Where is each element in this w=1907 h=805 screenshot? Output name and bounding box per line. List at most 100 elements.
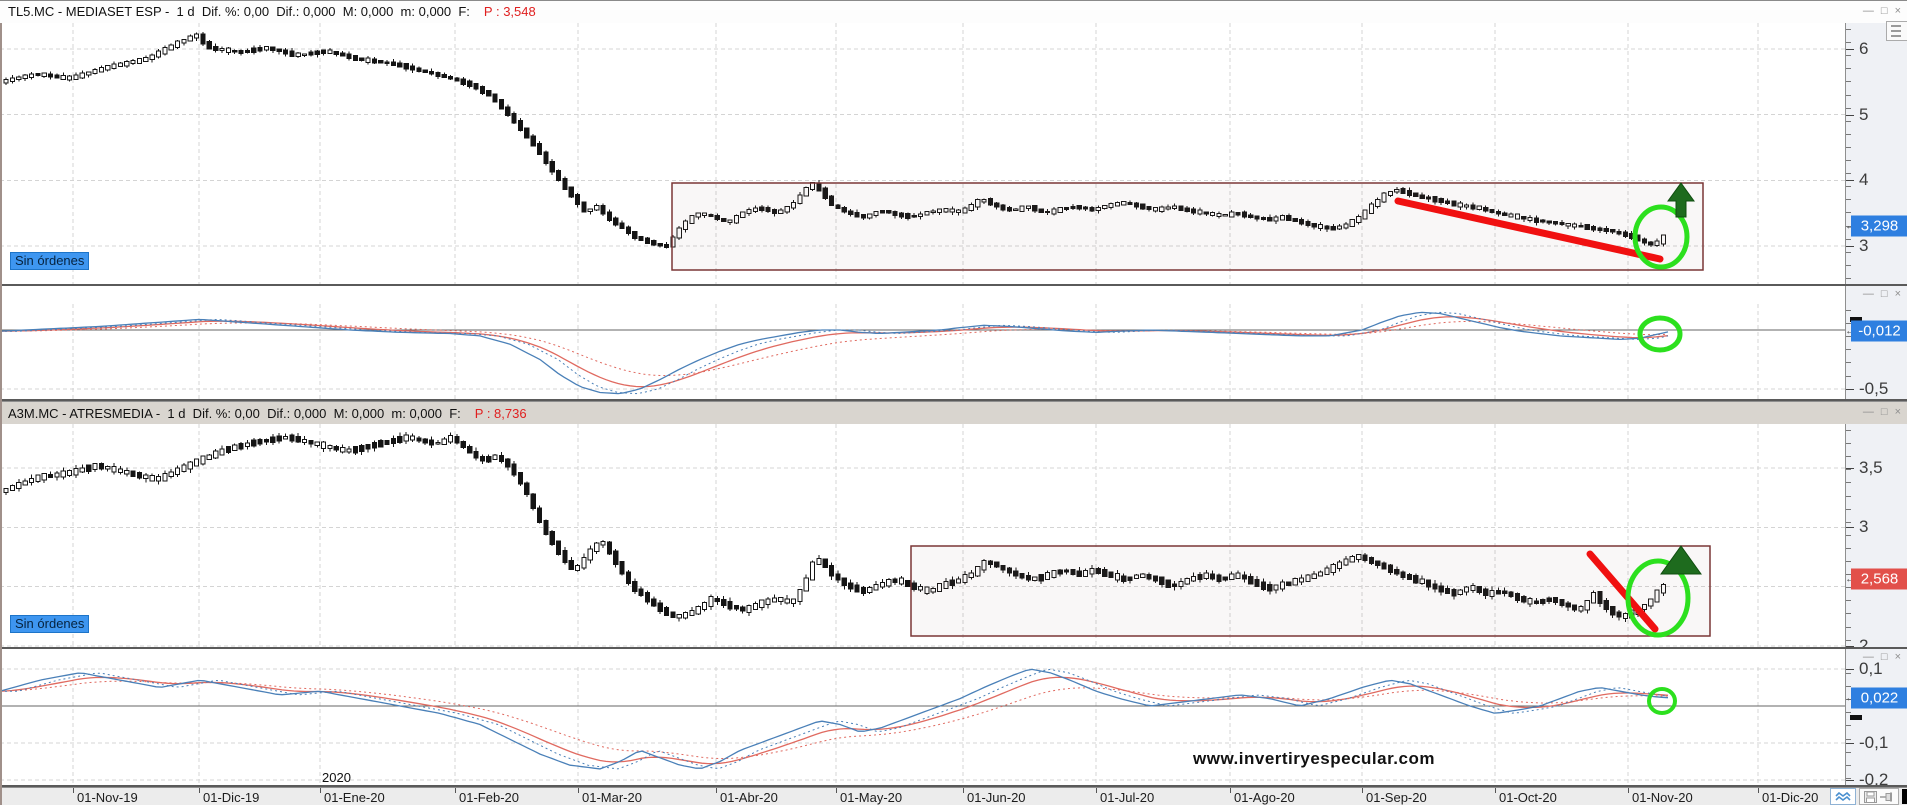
- window-left-edge: [0, 23, 2, 805]
- time-axis-tick: [199, 788, 200, 793]
- close-icon[interactable]: ×: [1894, 288, 1901, 300]
- macd-a3m-chart[interactable]: [0, 667, 1845, 785]
- scale-label: 0,1: [1859, 659, 1883, 678]
- scale-minor-tick: [1846, 94, 1851, 96]
- scale-minor-tick: [1846, 160, 1851, 161]
- time-axis-tick: [73, 788, 74, 793]
- price-arrow-icon: ←: [1845, 220, 1856, 232]
- scale-minor-tick: [1846, 574, 1851, 576]
- scale-major-tick: [1846, 389, 1854, 390]
- scale-label: 3: [1859, 517, 1869, 537]
- time-axis-label: 01-Jun-20: [967, 790, 1026, 805]
- scale-minor-tick: [1846, 777, 1851, 779]
- time-axis-label: 01-May-20: [840, 790, 903, 805]
- minimize-icon[interactable]: ―: [1862, 651, 1874, 663]
- macd-tl5-chart[interactable]: [0, 304, 1845, 399]
- scale-minor-tick: [1846, 199, 1851, 201]
- close-icon[interactable]: ×: [1894, 651, 1901, 663]
- macd-tl5-scale[interactable]: -0,5 ←-0,012: [1845, 286, 1907, 399]
- macd-tl5-window-controls: ― □ ×: [1863, 289, 1901, 301]
- scale-major-tick: [1846, 646, 1854, 647]
- maximize-icon[interactable]: □: [1880, 406, 1888, 418]
- a3m-window-controls: ― □ ×: [1863, 407, 1901, 419]
- a3m-titlebar[interactable]: A3M.MC - ATRESMEDIA - 1 d Dif. %: 0,00 D…: [0, 401, 1907, 426]
- tl5-titlebar[interactable]: TL5.MC - MEDIASET ESP - 1 d Dif. %: 0,00…: [0, 1, 1907, 24]
- time-axis-tick: [1096, 788, 1097, 793]
- panel-macd-a3m: MACD_A3M.MC MACD: 0,0220 MediaSIG: 0,0055 Ba…: [0, 649, 1907, 789]
- time-axis-tick: [836, 788, 837, 793]
- macd-tl5-header: MACD_TL5.MC MACD: -0,0124 MediaSIG: -0,0551…: [0, 286, 1907, 323]
- minimize-icon[interactable]: ―: [1862, 5, 1874, 17]
- time-axis-label: 01-Jul-20: [1100, 790, 1155, 805]
- close-icon[interactable]: ×: [1894, 406, 1901, 418]
- last-price-tag: 2,568: [1851, 568, 1907, 590]
- maximize-icon[interactable]: □: [1880, 651, 1888, 663]
- scale-minor-tick: [1846, 587, 1851, 589]
- scale-minor-tick: [1846, 508, 1851, 510]
- trendline: [1394, 197, 1664, 263]
- highlight-circle: [1625, 558, 1691, 638]
- scale-minor-tick: [1846, 443, 1851, 445]
- scale-minor-tick: [1846, 323, 1851, 325]
- a3m-price-scale[interactable]: 3,5 3 2 ←2,568: [1845, 424, 1907, 655]
- time-axis-label: 01-Sep-20: [1366, 790, 1427, 805]
- save-icon[interactable]: [1863, 790, 1877, 803]
- scale-minor-tick: [1846, 626, 1851, 628]
- no-orders-badge-a3m: Sin órdenes: [10, 615, 90, 633]
- minimize-icon[interactable]: ―: [1862, 406, 1874, 418]
- close-icon[interactable]: ×: [1894, 5, 1901, 17]
- highlight-circle: [1632, 204, 1690, 270]
- scale-minor-tick: [1846, 534, 1851, 536]
- pin-icon[interactable]: [1880, 792, 1894, 802]
- scale-minor-tick: [1846, 277, 1851, 279]
- up-arrow: [1667, 182, 1695, 218]
- scale-minor-tick: [1846, 764, 1851, 766]
- price-arrow-icon: ←: [1845, 692, 1856, 704]
- scale-major-tick: [1846, 780, 1854, 781]
- maximize-icon[interactable]: □: [1880, 288, 1888, 300]
- time-axis-tick: [1230, 788, 1231, 793]
- time-axis-label: 01-Oct-20: [1499, 790, 1557, 805]
- scale-minor-tick: [1846, 310, 1851, 311]
- macd-a3m-scale[interactable]: 0,1 -0,1 -0,2 ←0,022: [1845, 649, 1907, 789]
- last-price-tag: 0,022: [1851, 687, 1907, 709]
- minimize-icon[interactable]: ―: [1862, 288, 1874, 300]
- time-axis-label: 01-Nov-19: [77, 790, 138, 805]
- a3m-candlestick-chart[interactable]: [0, 424, 1845, 647]
- a3m-title: A3M.MC - ATRESMEDIA - 1 d Dif. %: 0,00 D…: [8, 406, 461, 421]
- scale-minor-tick: [1846, 547, 1851, 549]
- scale-minor-tick: [1846, 469, 1851, 471]
- price-arrow-icon: ←: [1845, 325, 1856, 337]
- scale-minor-tick: [1846, 561, 1851, 562]
- tl5-candlestick-chart[interactable]: [0, 23, 1845, 284]
- time-axis-tick: [1758, 788, 1759, 793]
- scale-minor-tick: [1846, 225, 1851, 227]
- maximize-icon[interactable]: □: [1880, 5, 1888, 17]
- scale-minor-tick: [1846, 133, 1851, 135]
- scale-minor-tick: [1846, 146, 1851, 148]
- time-axis-label: 01-Dic-19: [203, 790, 260, 805]
- a3m-title-p-value: P : 8,736: [474, 406, 527, 421]
- time-axis[interactable]: 01-Nov-19 01-Dic-19 01-Ene-20 01-Feb-20 01-M…: [0, 787, 1907, 805]
- highlight-circle: [1647, 687, 1677, 715]
- scale-minor-tick: [1846, 725, 1851, 727]
- tl5-title: TL5.MC - MEDIASET ESP - 1 d Dif. %: 0,00…: [8, 4, 470, 19]
- scale-settings-icon[interactable]: [1886, 21, 1907, 41]
- scale-minor-tick: [1846, 264, 1851, 266]
- scale-minor-tick: [1846, 751, 1851, 753]
- panel-separator: [0, 284, 1907, 286]
- zero-marker: [1850, 317, 1862, 323]
- time-axis-label: 01-Nov-20: [1632, 790, 1693, 805]
- tl5-price-scale[interactable]: 6 5 4 3←3,298: [1845, 23, 1907, 284]
- time-axis-tick: [1628, 788, 1629, 793]
- scale-label: -0,2: [1859, 770, 1889, 789]
- scale-major-tick: [1846, 180, 1854, 182]
- time-axis-label: 01-Ago-20: [1234, 790, 1295, 805]
- autoscroll-button[interactable]: [1830, 788, 1856, 805]
- last-price-tag: 3,298: [1851, 215, 1907, 237]
- scale-minor-tick: [1846, 456, 1851, 458]
- time-axis-label: 01-Mar-20: [582, 790, 642, 805]
- scale-major-tick: [1846, 49, 1854, 50]
- tl5-title-p-value: P : 3,548: [483, 4, 536, 19]
